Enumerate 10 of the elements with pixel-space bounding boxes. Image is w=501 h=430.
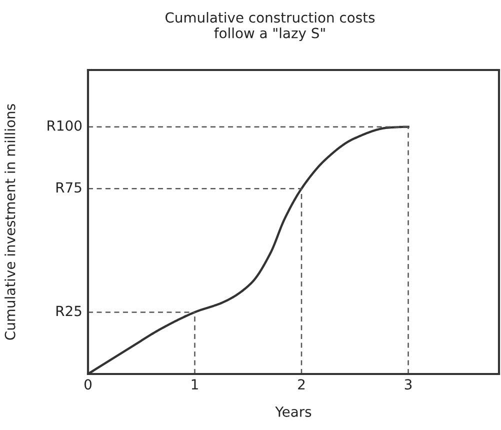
y-axis-title: Cumulative investment in millions [4, 104, 16, 340]
ref-line-label: R75 [56, 182, 82, 193]
x-tick-label: 0 [84, 379, 92, 390]
chart-title: Cumulative construction costs follow a "lazy S" [166, 12, 375, 41]
ref-line-label: R25 [56, 306, 82, 316]
x-tick-label: 2 [298, 379, 305, 390]
x-tick-label: 1 [192, 379, 198, 390]
x-axis-title: Years [275, 406, 312, 417]
x-tick-label: 3 [404, 379, 412, 390]
ref-line-label: R100 [48, 120, 82, 131]
